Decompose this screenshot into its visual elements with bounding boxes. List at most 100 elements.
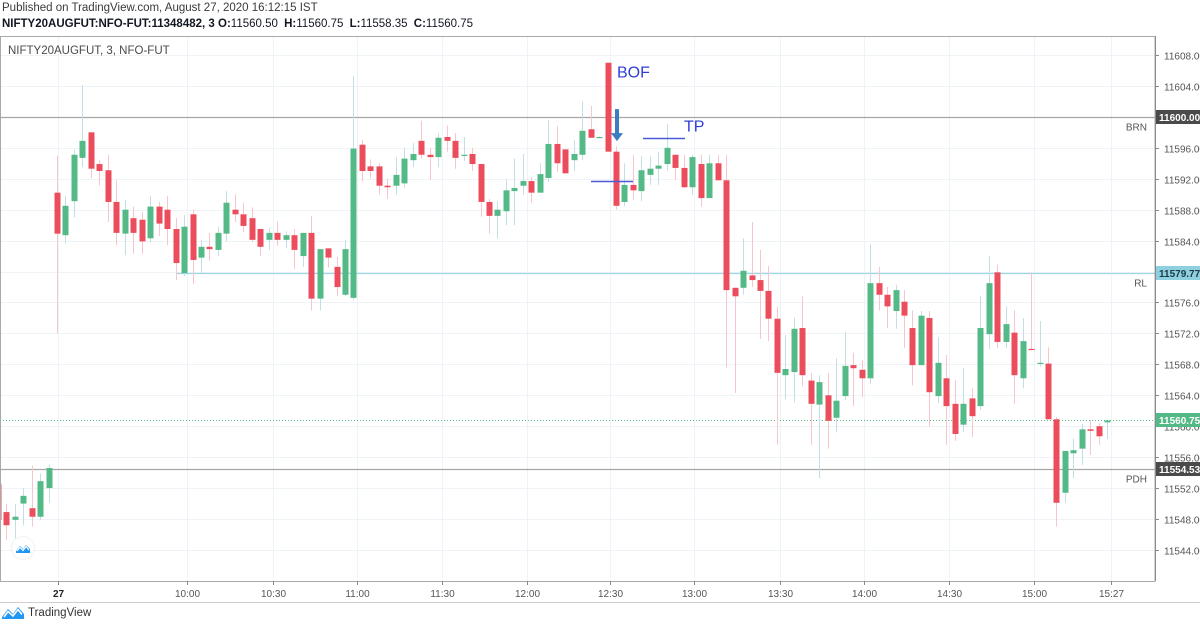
- candle: [579, 101, 586, 161]
- candle: [1003, 306, 1010, 349]
- candle: [1070, 438, 1077, 479]
- annotation-tp[interactable]: TP: [684, 119, 704, 136]
- arrow-down-icon[interactable]: [611, 109, 623, 142]
- candle: [71, 150, 78, 218]
- plot-area[interactable]: [0, 36, 1155, 581]
- candle: [62, 195, 69, 244]
- candle: [88, 132, 95, 178]
- candle: [706, 154, 713, 199]
- candle: [317, 249, 324, 311]
- open-value: 11560.50: [230, 18, 278, 30]
- time-tick-label: 27: [53, 589, 65, 600]
- footer-brand[interactable]: TradingView: [2, 606, 91, 619]
- candle: [266, 228, 273, 250]
- candle: [782, 334, 789, 400]
- price-tick-label: 11556.00: [1164, 454, 1200, 465]
- candle: [681, 154, 688, 189]
- candle: [935, 337, 942, 404]
- level-name-pdh: PDH: [1126, 475, 1147, 486]
- candle: [232, 194, 239, 223]
- candle: [79, 85, 86, 168]
- time-tick-label: 12:00: [515, 589, 540, 600]
- time-tick-label: 11:00: [345, 589, 370, 600]
- candle: [596, 136, 603, 139]
- candle: [969, 388, 976, 438]
- candle: [960, 368, 967, 433]
- candle: [334, 256, 341, 297]
- candle: [901, 290, 908, 349]
- candle: [164, 195, 171, 246]
- price-tick-label: 11592.00: [1164, 176, 1200, 187]
- candle: [893, 284, 900, 329]
- candle: [613, 146, 620, 210]
- time-axis[interactable]: 27 10:00 10:30 11:00 11:30 12:00 12:30 13:00 13:…: [53, 581, 1125, 600]
- candle: [113, 180, 120, 246]
- candle: [952, 379, 959, 441]
- candle: [562, 149, 569, 174]
- candle: [1087, 420, 1094, 455]
- candle: [249, 207, 256, 243]
- candle: [588, 106, 595, 138]
- candle: [918, 310, 925, 366]
- time-tick-label: 10:00: [175, 589, 200, 600]
- candle: [367, 159, 374, 178]
- chart-legend-title: NIFTY20AUGFUT, 3, NFO-FUT: [8, 45, 170, 57]
- candle: [393, 157, 400, 195]
- annotations[interactable]: BOF TP: [591, 64, 704, 183]
- candle: [130, 206, 137, 254]
- candle: [350, 75, 357, 301]
- candle: [605, 62, 612, 152]
- candle: [503, 179, 510, 226]
- time-tick-label: 14:00: [852, 589, 877, 600]
- price-tick-label: 11584.00: [1164, 238, 1200, 249]
- candle: [37, 473, 44, 520]
- candle: [105, 154, 112, 223]
- candle: [842, 331, 849, 400]
- candle: [850, 352, 857, 407]
- price-tick-label: 11548.00: [1164, 516, 1200, 527]
- candle: [139, 212, 146, 254]
- candle: [240, 202, 247, 233]
- close-value: 11560.75: [425, 18, 474, 30]
- candle: [1104, 420, 1111, 439]
- candle: [418, 120, 425, 159]
- candle: [664, 123, 671, 171]
- candle: [20, 488, 27, 526]
- candle: [732, 287, 739, 393]
- candle: [122, 199, 129, 256]
- candle: [723, 154, 730, 368]
- price-tick-label: 11588.00: [1164, 207, 1200, 218]
- time-tick-label: 10:30: [261, 589, 286, 600]
- candle: [986, 256, 993, 349]
- price-tick-label: 11596.00: [1164, 145, 1200, 156]
- low-label: L:: [349, 18, 361, 30]
- annotation-bof[interactable]: BOF: [617, 64, 650, 81]
- footer-brand-label: TradingView: [28, 606, 92, 619]
- candle: [198, 239, 205, 274]
- candle: [943, 355, 950, 445]
- price-label-brn: 11600.00: [1156, 110, 1200, 124]
- svg-text:11600.00: 11600.00: [1159, 113, 1200, 124]
- candle: [765, 266, 772, 342]
- level-name-brn: BRN: [1126, 123, 1147, 134]
- candlestick-chart[interactable]: BRN RL PDH BOF TP 11608.00 11604.00 11600.00 115…: [0, 0, 1200, 604]
- price-axis[interactable]: 11608.00 11604.00 11600.00 11596.00 11592.00…: [1155, 52, 1200, 558]
- candle: [1020, 317, 1027, 389]
- price-label-rl: 11579.77: [1156, 266, 1200, 280]
- price-label-last: 11560.75: [1156, 413, 1200, 427]
- time-tick-label: 11:30: [430, 589, 455, 600]
- candle: [528, 177, 535, 203]
- candle: [54, 155, 61, 334]
- candle: [486, 198, 493, 234]
- candle: [274, 221, 281, 247]
- svg-text:11554.53: 11554.53: [1159, 465, 1200, 476]
- tradingview-floating-logo[interactable]: [12, 537, 34, 559]
- price-tick-label: 11572.00: [1164, 330, 1200, 341]
- price-tick-label: 11560.00: [1164, 423, 1200, 434]
- candle: [384, 178, 391, 199]
- candle: [1045, 347, 1052, 420]
- symbol-full: NIFTY20AUGFUT:NFO-FUT:11348482, 3: [2, 18, 215, 30]
- candle: [926, 310, 933, 427]
- candle: [300, 232, 307, 267]
- candle: [494, 201, 501, 239]
